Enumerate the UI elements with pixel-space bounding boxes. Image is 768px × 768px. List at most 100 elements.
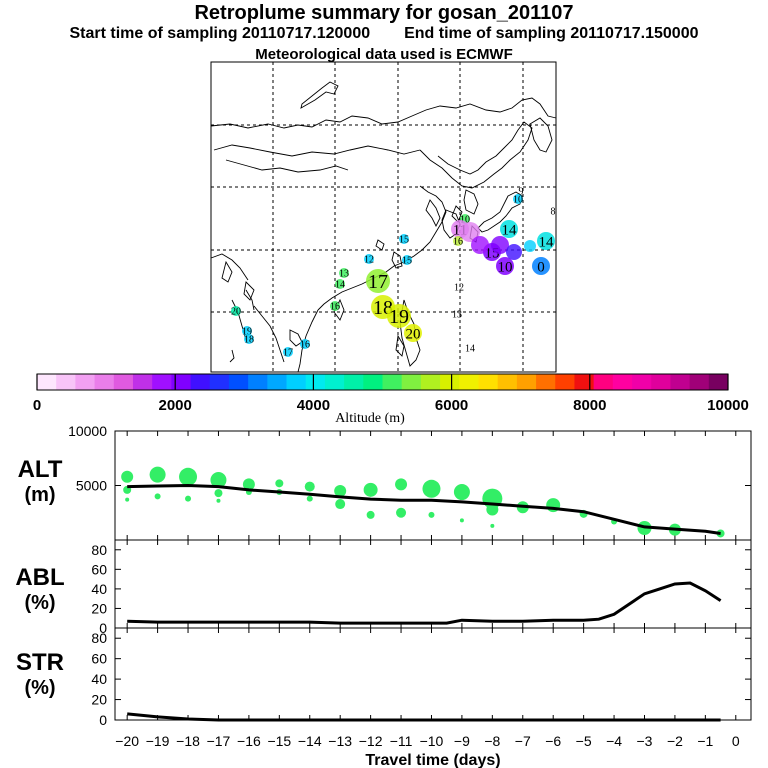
- map-cluster-label: 16: [453, 237, 463, 248]
- colorbar-cell: [612, 374, 633, 390]
- colorbar-cell: [536, 374, 556, 390]
- map-cluster-label: 12: [454, 283, 464, 294]
- colorbar-tick-label: 0: [33, 397, 41, 414]
- map-cluster-marker: [500, 220, 518, 238]
- map-cluster-label: 13: [339, 269, 349, 280]
- colorbar-cell: [228, 374, 249, 390]
- x-tick-label: −17: [207, 733, 231, 749]
- map-cluster-marker: [387, 304, 411, 328]
- colorbar-cell: [152, 374, 172, 390]
- alt-cluster-point: [453, 484, 470, 501]
- x-tick-label: −14: [298, 733, 322, 749]
- colorbar-cell: [459, 374, 479, 390]
- map-cluster-label: 10: [460, 215, 470, 226]
- colorbar-cell: [267, 374, 287, 390]
- y-tick-label: 40: [91, 671, 107, 687]
- series-line: [127, 712, 721, 722]
- alt-cluster-point: [275, 479, 284, 488]
- map-cluster-label: 10: [498, 259, 513, 275]
- map-cluster-marker: [513, 194, 523, 204]
- map-cluster-marker: [460, 222, 480, 242]
- map-cluster-label: 16: [330, 302, 340, 313]
- map-cluster-label: 19: [242, 327, 252, 338]
- start-time-label: Start time of sampling 20110717.120000: [69, 25, 371, 42]
- alt-cluster-point: [428, 511, 435, 518]
- map-cluster-marker: [402, 255, 412, 265]
- map-cluster-marker: [283, 347, 293, 357]
- alt-cluster-point: [396, 507, 407, 518]
- series-line: [127, 581, 722, 625]
- map-cluster-label: 17: [283, 348, 293, 359]
- colorbar-cell: [420, 374, 441, 390]
- map-cluster-marker: [491, 236, 509, 254]
- map-cluster-label: 8: [551, 207, 556, 218]
- map-cluster-label: 14: [335, 280, 345, 291]
- alt-cluster-point: [486, 503, 499, 516]
- map-cluster-marker: [496, 257, 514, 275]
- x-tick-label: −7: [515, 733, 531, 749]
- x-tick-label: −19: [146, 733, 170, 749]
- map-cluster-marker: [364, 254, 374, 264]
- colorbar-tick-label: 6000: [435, 397, 468, 414]
- map-cluster-label: 16: [300, 340, 310, 351]
- alt-cluster-point: [334, 484, 347, 497]
- str-panel-label: STR: [16, 649, 64, 676]
- abl-panel-frame: [114, 539, 752, 629]
- str-panel-frame: [114, 627, 752, 721]
- colorbar-cell: [708, 374, 729, 390]
- x-tick-label: −18: [176, 733, 200, 749]
- map-cluster-label: 20: [406, 326, 421, 342]
- altitude-colorbar: 0 2000 4000 6000 8000 10000 Altitude (m): [33, 373, 749, 426]
- alt-panel-label: ALT: [18, 456, 63, 483]
- colorbar-cell: [689, 374, 710, 390]
- map-cluster-marker: [300, 339, 310, 349]
- colorbar-cell: [382, 374, 403, 390]
- map-cluster-marker: [366, 269, 390, 293]
- x-tick-label: −8: [484, 733, 500, 749]
- abl-panel-label: ABL: [15, 564, 64, 591]
- colorbar-cell: [574, 374, 595, 390]
- y-tick-label: 60: [91, 651, 107, 667]
- colorbar-cell: [497, 374, 518, 390]
- y-tick-label: 0: [99, 620, 107, 636]
- map-cluster-label: 18: [244, 335, 254, 346]
- met-data-label: Meteorological data used is ECMWF: [255, 46, 513, 63]
- alt-cluster-point: [306, 495, 313, 502]
- colorbar-cell: [440, 374, 460, 390]
- map-cluster-label: 15: [402, 256, 412, 267]
- y-tick-label: 20: [91, 600, 107, 616]
- x-axis-label: Travel time (days): [365, 752, 500, 768]
- map-cluster-label: 15: [399, 235, 409, 246]
- end-time-label: End time of sampling 20110717.150000: [404, 25, 699, 42]
- colorbar-cell: [516, 374, 537, 390]
- map-cluster-marker: [404, 324, 422, 342]
- map-cluster-label: 19: [389, 306, 409, 328]
- alt-cluster-point: [363, 482, 378, 497]
- x-tick-label: −10: [420, 733, 444, 749]
- colorbar-cell: [363, 374, 383, 390]
- alt-cluster-point: [335, 499, 346, 510]
- colorbar-cell: [37, 374, 57, 390]
- alt-cluster-point: [242, 478, 255, 491]
- alt-cluster-point: [422, 479, 441, 498]
- colorbar-cell: [113, 374, 134, 390]
- x-tick-label: −9: [454, 733, 470, 749]
- alt-cluster-point: [216, 498, 221, 503]
- map-cluster-label: 0: [537, 259, 545, 275]
- map-cluster-marker: [330, 301, 340, 311]
- map-frame: [210, 61, 557, 373]
- x-tick-label: 0: [732, 733, 740, 749]
- map-cluster-label: 17: [368, 271, 388, 293]
- alt-cluster-point: [214, 489, 223, 498]
- map-cluster-marker: [242, 326, 252, 336]
- colorbar-cell: [555, 374, 575, 390]
- y-tick-label: 60: [91, 561, 107, 577]
- colorbar-tick-label: 4000: [297, 397, 330, 414]
- y-tick-label: 20: [91, 692, 107, 708]
- map-cluster-marker: [339, 268, 349, 278]
- colorbar-cell: [401, 374, 422, 390]
- x-tick-label: −4: [606, 733, 622, 749]
- map-cluster-marker: [471, 236, 489, 254]
- colorbar-cell: [632, 374, 652, 390]
